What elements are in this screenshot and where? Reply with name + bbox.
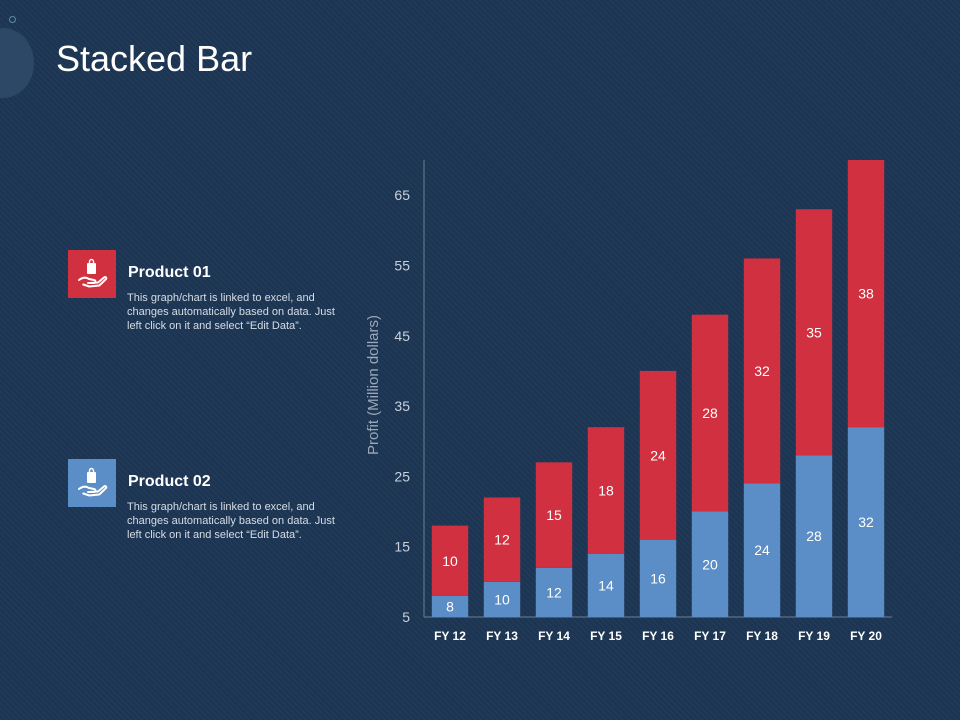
bar-segment [483,497,521,582]
data-label: 10 [494,591,510,607]
bar-segment [431,525,469,596]
bar-segment [639,539,677,617]
data-label: 8 [446,598,454,614]
slide-title: Stacked Bar [56,38,253,79]
y-tick-label: 45 [394,328,410,344]
x-tick-label: FY 13 [486,629,518,643]
x-tick-label: FY 14 [538,629,570,643]
data-label: 24 [650,447,666,463]
bar-segment [431,595,469,617]
bar-segment [795,455,833,617]
bar-segment [483,581,521,617]
decorative-ring-icon [9,16,16,23]
product-02-description: This graph/chart is linked to excel, and… [127,501,335,541]
y-tick-label: 25 [394,468,410,484]
data-label: 24 [754,542,770,558]
bar-segment [847,160,885,428]
data-label: 18 [598,482,614,498]
bar-segment [691,314,729,512]
data-label: 12 [546,584,562,600]
y-tick-label: 55 [394,257,410,273]
data-label: 10 [442,553,458,569]
product-02-icon-box [68,459,116,507]
product-01-description: This graph/chart is linked to excel, and… [127,292,335,332]
product-01-title: Product 01 [128,264,211,281]
bar-segment [535,462,573,568]
data-label: 14 [598,577,614,593]
data-label: 20 [702,556,718,572]
data-label: 32 [754,363,770,379]
x-tick-label: FY 16 [642,629,674,643]
bar-segment [587,427,625,554]
data-label: 15 [546,507,562,523]
x-tick-label: FY 20 [850,629,882,643]
bar-segment [587,553,625,617]
bar-segment [743,258,781,484]
product-02-title: Product 02 [128,473,211,490]
x-tick-label: FY 18 [746,629,778,643]
x-tick-label: FY 17 [694,629,726,643]
y-tick-label: 35 [394,398,410,414]
data-label: 16 [650,570,666,586]
x-tick-label: FY 15 [590,629,622,643]
data-label: 28 [702,405,718,421]
data-label: 32 [858,514,874,530]
bar-segment [639,370,677,540]
x-tick-label: FY 19 [798,629,830,643]
y-tick-label: 65 [394,187,410,203]
y-axis-label: Profit (Million dollars) [365,315,382,455]
product-01-icon-box [68,250,116,298]
data-label: 12 [494,532,510,548]
data-label: 28 [806,528,822,544]
bar-segment [535,567,573,617]
bar-segment [795,209,833,456]
bar-segment [743,483,781,617]
hand-holding-bag-icon [78,467,108,497]
bar-segment [691,511,729,617]
x-tick-label: FY 12 [434,629,466,643]
hand-holding-bag-icon [78,258,108,288]
data-label: 38 [858,286,874,302]
bar-segment [847,427,885,617]
data-label: 35 [806,324,822,340]
y-tick-label: 15 [394,539,410,555]
y-tick-label: 5 [402,609,410,625]
